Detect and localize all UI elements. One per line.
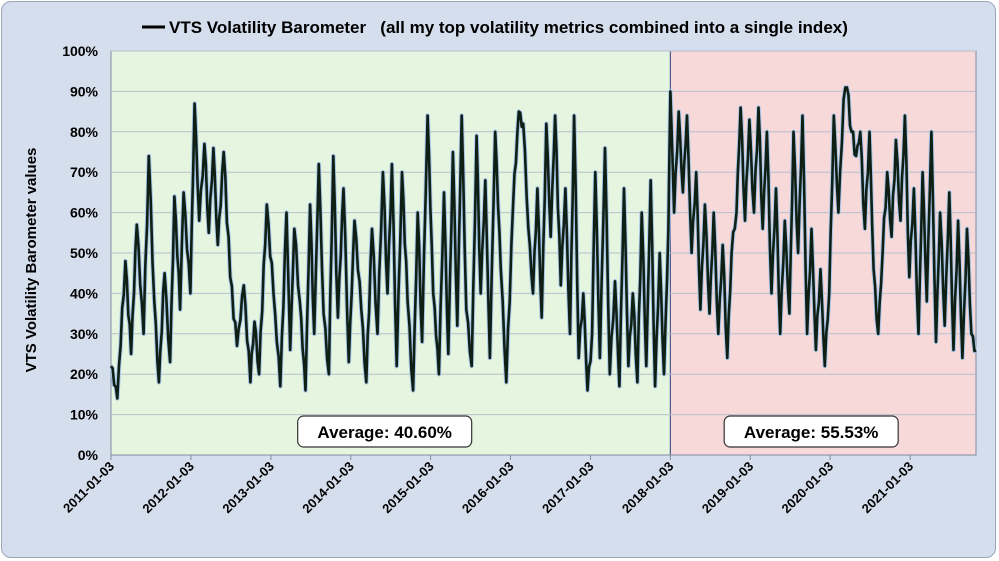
y-tick-label: 70% <box>70 164 99 180</box>
y-tick-label: 40% <box>70 285 99 301</box>
series-line-0 <box>109 86 977 400</box>
x-tick-label: 2016-01-03 <box>459 459 517 517</box>
x-tick-label: 2020-01-03 <box>779 459 837 517</box>
x-tick-label: 2017-01-03 <box>539 459 597 517</box>
x-tick-label: 2013-01-03 <box>219 459 277 517</box>
y-tick-label: 10% <box>70 407 99 423</box>
average-box-0 <box>297 415 473 448</box>
x-tick-label: 2021-01-03 <box>859 459 917 517</box>
y-tick-label: 80% <box>70 124 99 140</box>
y-tick-label: 90% <box>70 83 99 99</box>
x-tick-label: 2014-01-03 <box>299 459 357 517</box>
y-tick-label: 0% <box>78 447 99 463</box>
average-labels: Average: 40.60% Average: 55.53% <box>297 415 899 448</box>
x-tick-label: 2015-01-03 <box>379 459 437 517</box>
average-box-1 <box>723 415 899 448</box>
x-axis-ticks: 2011-01-03 2012-01-03 2013-01-03 2014-01-03… <box>60 455 916 516</box>
average-label-1: Average: 55.53% <box>744 423 879 442</box>
y-tick-label: 60% <box>70 205 99 221</box>
y-tick-label: 100% <box>62 43 98 59</box>
chart-title: VTS Volatility Barometer (all my top vol… <box>169 18 848 37</box>
average-label-0: Average: 40.60% <box>317 423 452 442</box>
series-layer <box>109 85 978 401</box>
x-tick-label: 2019-01-03 <box>699 459 757 517</box>
x-tick-label: 2011-01-03 <box>60 459 117 516</box>
y-tick-label: 20% <box>70 366 99 382</box>
y-axis-ticks: 0% 10% 20% 30% 40% 50% 60% 70% 80% 90% 100% <box>62 43 98 463</box>
y-tick-label: 30% <box>70 326 99 342</box>
x-tick-label: 2018-01-03 <box>619 459 677 517</box>
y-tick-label: 50% <box>70 245 99 261</box>
y-axis-label: VTS Volatility Barometer values <box>23 148 40 373</box>
x-tick-label: 2012-01-03 <box>139 459 197 517</box>
